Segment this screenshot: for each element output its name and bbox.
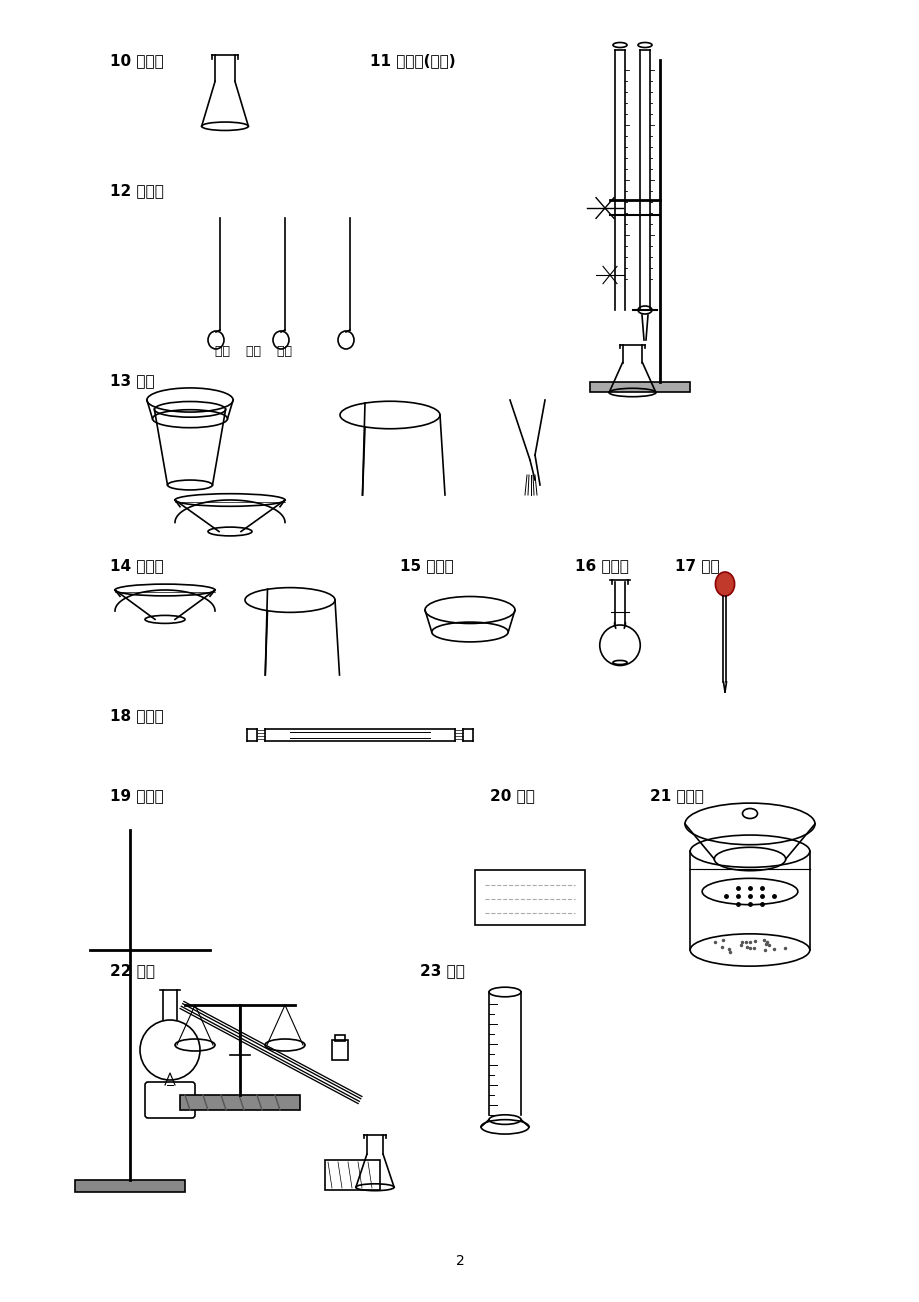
Text: 23 量筒: 23 量筒	[420, 963, 464, 978]
Bar	[75, 1180, 185, 1193]
Text: 18 直玻管: 18 直玻管	[110, 708, 164, 723]
Bar	[589, 381, 689, 392]
Bar	[474, 870, 584, 924]
Text: 20 水槽: 20 水槽	[490, 788, 534, 803]
Text: 13 坩埚: 13 坩埚	[110, 372, 154, 388]
Text: 14 蒸发皿: 14 蒸发皿	[110, 559, 164, 573]
Text: 21 干燥器: 21 干燥器	[650, 788, 703, 803]
Bar	[332, 1040, 347, 1060]
Ellipse shape	[715, 572, 733, 596]
Text: 15 表面皿: 15 表面皿	[400, 559, 453, 573]
Text: 17 滴管: 17 滴管	[675, 559, 719, 573]
Text: 22 天平: 22 天平	[110, 963, 154, 978]
Text: 12 燃烧匙: 12 燃烧匙	[110, 184, 164, 198]
Text: 11 滴定管(两种): 11 滴定管(两种)	[369, 53, 455, 68]
Text: 19 冷凝器: 19 冷凝器	[110, 788, 164, 803]
Text: 10 锥形瓶: 10 锥形瓶	[110, 53, 164, 68]
Bar	[335, 1035, 345, 1042]
Bar	[180, 1095, 300, 1111]
Bar	[324, 1160, 380, 1190]
Text: 16 容量瓶: 16 容量瓶	[574, 559, 629, 573]
Text: 2: 2	[455, 1254, 464, 1268]
Text: 铜质    铁质    石英: 铜质 铁质 石英	[215, 345, 291, 358]
